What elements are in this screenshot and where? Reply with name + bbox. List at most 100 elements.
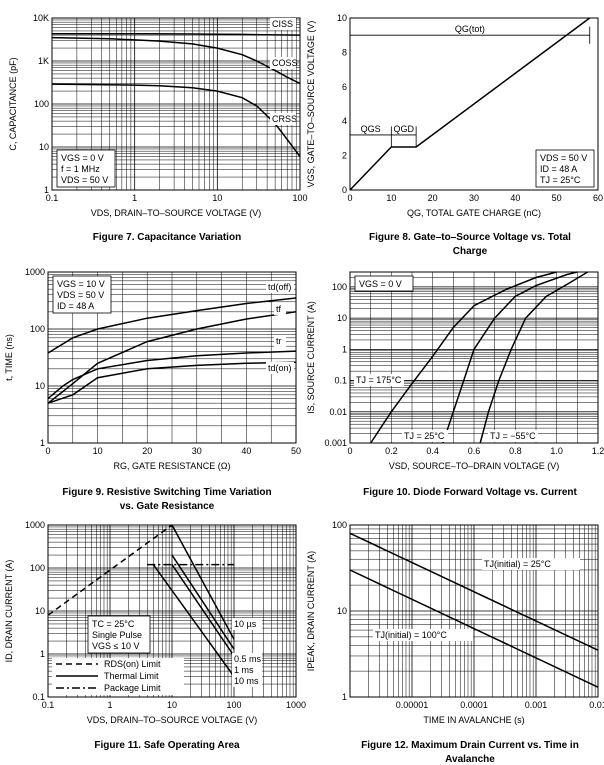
x-tick-label: 0.1 xyxy=(42,700,55,710)
x-tick-label: 0.8 xyxy=(509,446,522,456)
y-tick-label: 10 xyxy=(35,381,45,391)
y-tick-label: 100 xyxy=(34,99,49,109)
series-label: 10 µs xyxy=(234,619,257,629)
label-backdrop xyxy=(232,675,262,687)
series-line xyxy=(171,564,235,657)
x-tick-label: 0.1 xyxy=(46,193,59,203)
series-line xyxy=(171,524,235,640)
condition-text: VDS = 50 V xyxy=(61,175,108,185)
x-axis-label: VDS, DRAIN–TO–SOURCE VOLTAGE (V) xyxy=(87,715,258,725)
series-line xyxy=(349,569,599,688)
annotation-label: QGS xyxy=(361,124,381,134)
plot-frame xyxy=(51,17,301,191)
series-line xyxy=(47,311,297,404)
x-tick-label: 10 xyxy=(386,193,396,203)
series-label: COSS xyxy=(272,58,298,68)
y-tick-label: 10 xyxy=(337,13,347,23)
y-tick-label: 10 xyxy=(337,313,347,323)
y-tick-label: 8 xyxy=(342,47,347,57)
label-backdrop xyxy=(274,303,286,315)
series-label: TJ = 25°C xyxy=(404,431,445,441)
legend-label: Thermal Limit xyxy=(104,671,159,681)
y-tick-label: 10K xyxy=(33,13,49,23)
series-line xyxy=(442,271,578,444)
x-tick-label: 0.001 xyxy=(525,700,548,710)
condition-text: VGS ≤ 10 V xyxy=(92,641,139,651)
series-line xyxy=(47,350,297,400)
caption-line: Figure 8. Gate–to–Source Voltage vs. Tot… xyxy=(369,232,571,243)
series-label: 10 ms xyxy=(234,676,259,686)
y-tick-label: 10 xyxy=(337,606,347,616)
series-line xyxy=(47,297,297,354)
figure-caption: Figure 12. Maximum Drain Current vs. Tim… xyxy=(361,740,579,765)
series-label: tf xyxy=(276,304,282,314)
caption-line: Figure 7. Capacitance Variation xyxy=(93,232,241,243)
label-backdrop xyxy=(482,558,580,570)
x-tick-label: 1 xyxy=(107,700,112,710)
y-tick-label: 100 xyxy=(30,563,45,573)
fig8-chart: 0 10 20 30 40 50 60 0 2 4 6 8 10 QG, TOTAL GATE CHARG… xyxy=(306,13,603,257)
plot-frame xyxy=(47,271,297,444)
x-tick-label: 0 xyxy=(45,446,50,456)
y-tick-label: 1 xyxy=(342,344,347,354)
x-tick-label: 0.01 xyxy=(589,700,604,710)
label-backdrop xyxy=(270,18,296,30)
label-backdrop xyxy=(266,362,294,374)
label-backdrop xyxy=(232,664,262,676)
y-tick-label: 6 xyxy=(342,82,347,92)
figure-caption: Figure 10. Diode Forward Voltage vs. Cur… xyxy=(363,487,577,498)
x-tick-label: 0 xyxy=(347,193,352,203)
y-tick-label: 0.01 xyxy=(329,407,347,417)
caption-line: Figure 9. Resistive Switching Time Varia… xyxy=(62,487,271,498)
legend: RDS(on) Limit Thermal Limit Package Limit xyxy=(52,658,184,695)
condition-box xyxy=(87,615,151,654)
x-tick-label: 100 xyxy=(226,700,241,710)
x-tick-label: 10 xyxy=(167,700,177,710)
y-tick-label: 0.1 xyxy=(32,692,45,702)
series-line xyxy=(52,33,301,36)
y-tick-label: 1 xyxy=(44,185,49,195)
series-line xyxy=(51,36,301,85)
x-tick-label: 20 xyxy=(428,193,438,203)
fig12-chart: 0.00001 0.0001 0.001 0.01 1 10 100 TIME IN AVAL… xyxy=(306,520,604,765)
figure-caption: Figure 8. Gate–to–Source Voltage vs. Tot… xyxy=(369,232,571,257)
condition-text: VDS = 50 V xyxy=(540,153,587,163)
x-tick-label: 40 xyxy=(241,446,251,456)
x-tick-label: 60 xyxy=(593,193,603,203)
y-axis-label: t, TIME (ns) xyxy=(4,334,14,381)
x-axis-label: QG, TOTAL GATE CHARGE (nC) xyxy=(407,208,541,218)
condition-text: VGS = 0 V xyxy=(61,153,104,163)
x-tick-label: 0.2 xyxy=(385,446,398,456)
x-tick-label: 0 xyxy=(347,446,352,456)
condition-box xyxy=(52,275,112,314)
y-tick-label: 1 xyxy=(40,649,45,659)
x-tick-label: 100 xyxy=(292,193,307,203)
y-axis-label: IS, SOURCE CURRENT (A) xyxy=(306,301,316,414)
label-backdrop xyxy=(274,335,286,347)
condition-box xyxy=(354,275,414,292)
plot-frame xyxy=(349,271,599,444)
x-tick-label: 1000 xyxy=(286,700,306,710)
fig9-chart: 0 10 20 30 40 50 1 10 100 1000 RG, GATE RESISTANCE… xyxy=(4,267,301,512)
y-axis-label: C, CAPACITANCE (pF) xyxy=(8,57,18,150)
x-tick-label: 0.6 xyxy=(468,446,481,456)
caption-line: Figure 11. Safe Operating Area xyxy=(94,740,240,751)
fig11-chart: 0.1 1 10 100 1000 0.1 1 10 100 1000 VDS, DRAIN–TO–… xyxy=(4,520,306,751)
y-tick-label: 100 xyxy=(332,282,347,292)
x-axis-label: VDS, DRAIN–TO–SOURCE VOLTAGE (V) xyxy=(91,208,262,218)
caption-line: Figure 10. Diode Forward Voltage vs. Cur… xyxy=(363,487,577,498)
y-tick-label: 4 xyxy=(342,116,347,126)
x-tick-label: 40 xyxy=(510,193,520,203)
series-line xyxy=(47,361,297,404)
y-tick-label: 1 xyxy=(342,692,347,702)
label-backdrop xyxy=(402,430,448,442)
y-tick-label: 10 xyxy=(39,142,49,152)
label-backdrop xyxy=(232,653,262,665)
caption-line: Avalanche xyxy=(445,754,495,765)
caption-line: Charge xyxy=(453,246,488,257)
caption-line: Figure 12. Maximum Drain Current vs. Tim… xyxy=(361,740,579,751)
plot-frame xyxy=(349,17,599,191)
plot-frame xyxy=(349,524,599,698)
x-axis-label: VSD, SOURCE–TO–DRAIN VOLTAGE (V) xyxy=(389,461,560,471)
